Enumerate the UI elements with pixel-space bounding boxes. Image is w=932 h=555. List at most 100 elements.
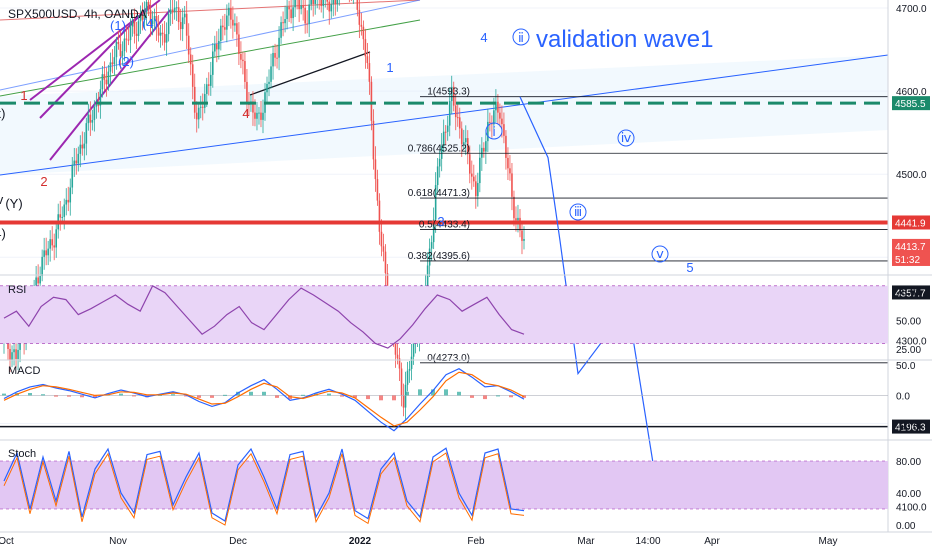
macd-histogram-bar — [119, 394, 123, 396]
candle-body — [363, 27, 365, 39]
candle-body — [272, 53, 274, 66]
macd-histogram-bar — [418, 389, 422, 395]
candle-body — [357, 0, 359, 10]
candle-body — [270, 66, 272, 81]
candle-body — [334, 0, 336, 4]
fib-level-label: 0.618(4471.3) — [408, 188, 470, 199]
macd-histogram-bar — [41, 394, 45, 395]
candle-body — [385, 252, 387, 273]
candle-body — [104, 74, 106, 80]
macd-histogram-bar — [197, 395, 201, 397]
candle-body — [437, 166, 439, 185]
candle-body — [383, 246, 385, 251]
candle-body — [238, 34, 240, 54]
candle-body — [373, 121, 375, 160]
candle-body — [176, 7, 178, 8]
macd-histogram-bar — [275, 395, 279, 397]
candle-body — [469, 154, 471, 173]
candle-body — [290, 9, 292, 18]
candle-body — [216, 44, 218, 49]
candle-body — [82, 145, 84, 149]
macd-histogram-bar — [171, 394, 175, 395]
candle-body — [166, 34, 168, 42]
wave-label: 3 — [437, 214, 444, 229]
candle-body — [308, 4, 310, 23]
candle-body — [457, 117, 459, 118]
candle-body — [194, 87, 196, 113]
candle-body — [294, 0, 296, 7]
candle-body — [192, 64, 194, 87]
price-tick-label: 4500.0 — [896, 170, 927, 181]
candle-body — [102, 74, 104, 89]
candle-body — [411, 357, 413, 369]
wave-label: x) — [0, 106, 5, 121]
macd-tick-label: -50.0 — [896, 422, 919, 433]
candle-body — [258, 113, 260, 114]
candle-body — [53, 245, 55, 247]
candle-body — [182, 17, 184, 29]
candle-body — [523, 239, 525, 241]
time-axis-label: May — [819, 536, 838, 547]
wave-label: ⅲ — [574, 204, 582, 219]
candle-body — [515, 218, 517, 220]
macd-histogram-bar — [509, 395, 513, 397]
fib-level-label: 1(4593.3) — [427, 87, 470, 98]
wave-label: 4 — [480, 30, 487, 45]
candle-body — [369, 63, 371, 82]
candle-body — [461, 128, 463, 144]
candle-body — [439, 159, 441, 167]
candle-body — [288, 7, 290, 10]
macd-histogram-bar — [210, 395, 214, 397]
fib-level-label: 0(4273.0) — [427, 353, 470, 364]
candle-body — [509, 168, 511, 173]
candle-body — [164, 34, 166, 43]
candle-body — [326, 0, 328, 2]
candle-body — [244, 61, 246, 82]
candle-body — [222, 26, 224, 28]
price-tick-label: 4700.0 — [896, 4, 927, 15]
macd-histogram-bar — [444, 389, 448, 395]
candle-body — [431, 242, 433, 248]
price-tag-label: 51:32 — [895, 255, 920, 266]
candle-body — [513, 197, 515, 218]
candle-body — [69, 188, 71, 203]
candle-body — [208, 84, 210, 86]
wave-label: 4) — [0, 226, 6, 241]
candle-body — [158, 28, 160, 36]
price-tag-label: 4413.7 — [895, 242, 926, 253]
candle-body — [268, 82, 270, 84]
candle-body — [49, 239, 51, 248]
macd-pane-title: MACD — [8, 365, 40, 377]
candle-body — [473, 177, 475, 182]
macd-histogram-bar — [223, 395, 227, 396]
candle-body — [407, 371, 409, 385]
candle-body — [200, 107, 202, 108]
candle-body — [204, 94, 206, 108]
candle-body — [447, 126, 449, 132]
candle-body — [228, 8, 230, 16]
time-axis-label: Nov — [109, 536, 127, 547]
time-axis-label: Mar — [577, 536, 595, 547]
macd-histogram-bar — [327, 394, 331, 396]
candle-body — [312, 0, 314, 4]
candle-body — [483, 148, 485, 152]
candle-body — [226, 16, 228, 30]
wave-label: 2 — [40, 174, 47, 189]
candle-body — [286, 7, 288, 19]
validation-wave-annotation: validation wave1 — [536, 26, 713, 53]
candle-body — [405, 385, 407, 408]
candle-body — [236, 23, 238, 34]
candle-body — [9, 349, 11, 360]
wave-label: (Y) — [5, 196, 22, 211]
candle-body — [160, 33, 162, 36]
candle-body — [118, 42, 120, 44]
candle-body — [37, 277, 39, 283]
rsi-tick-label: 75.00 — [896, 288, 921, 299]
candle-body — [304, 8, 306, 24]
candle-body — [71, 165, 73, 188]
candle-body — [73, 161, 75, 165]
stoch-pane-title: Stoch — [8, 448, 36, 460]
candle-body — [332, 0, 334, 4]
